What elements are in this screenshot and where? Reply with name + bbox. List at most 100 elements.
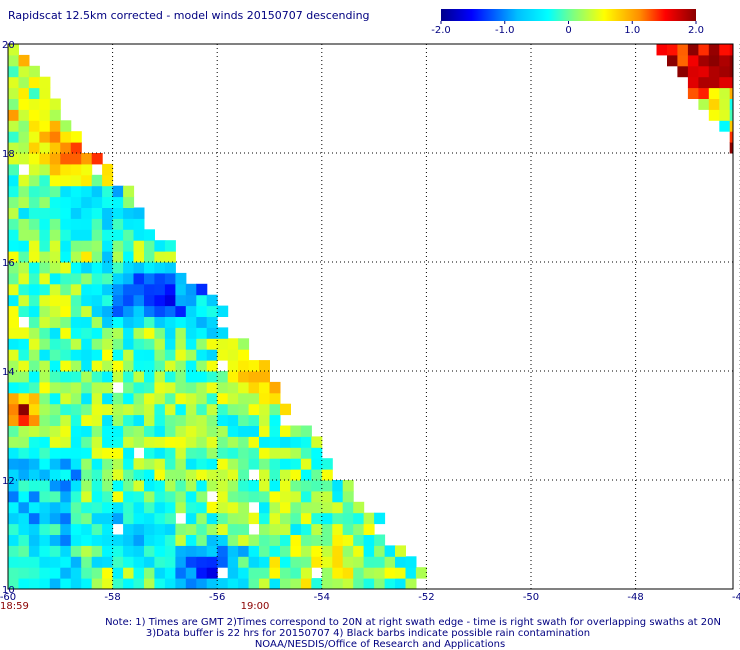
heatmap-cell <box>217 349 229 361</box>
heatmap-cell <box>300 534 312 546</box>
heatmap-cell <box>227 469 239 481</box>
heatmap-cell <box>353 556 365 568</box>
heatmap-cell <box>206 436 218 448</box>
heatmap-cell <box>144 425 155 437</box>
heatmap-cell <box>175 305 187 317</box>
heatmap-cell <box>300 501 312 514</box>
heatmap-cell <box>280 469 291 481</box>
heatmap-cell <box>18 490 30 503</box>
heatmap-cell <box>206 567 218 579</box>
heatmap-cell <box>196 447 208 459</box>
heatmap-cell <box>102 480 114 492</box>
heatmap-cell <box>123 436 135 448</box>
heatmap-cell <box>227 458 239 470</box>
heatmap-cell <box>39 272 51 285</box>
heatmap-cell <box>269 512 281 525</box>
heatmap-cell <box>28 523 40 535</box>
heatmap-cell <box>384 567 396 579</box>
heatmap-cell <box>698 44 710 56</box>
heatmap-cell <box>687 44 699 56</box>
heatmap-cell <box>154 458 166 470</box>
heatmap-cell <box>185 403 197 416</box>
x-tick-label: -46 <box>732 592 740 603</box>
heatmap-cell <box>154 360 166 372</box>
heatmap-cell <box>259 381 270 394</box>
heatmap-cell <box>39 578 51 589</box>
heatmap-cell <box>196 371 208 383</box>
heatmap-cell <box>60 142 72 154</box>
y-tick-label: 20 <box>2 40 15 51</box>
heatmap-cell <box>259 392 270 405</box>
heatmap-cell <box>729 120 733 132</box>
heatmap-cell <box>300 556 312 568</box>
heatmap-cell <box>290 523 302 535</box>
heatmap-cell <box>91 436 103 448</box>
heatmap-cell <box>102 381 114 394</box>
heatmap-cell <box>196 414 208 426</box>
heatmap-cell <box>49 436 61 448</box>
heatmap-cell <box>248 512 260 525</box>
heatmap-cell <box>70 381 82 394</box>
colorbar-tick-label: 2.0 <box>688 25 704 36</box>
heatmap-cell <box>60 272 72 285</box>
heatmap-cell <box>196 556 208 568</box>
heatmap-cell <box>102 523 114 535</box>
heatmap-cell <box>91 218 103 230</box>
heatmap-cell <box>8 556 19 568</box>
heatmap-cell <box>112 338 124 350</box>
heatmap-cell <box>217 305 229 317</box>
heatmap-cell <box>708 87 720 99</box>
heatmap-cell <box>154 338 166 350</box>
heatmap-cell <box>112 283 124 296</box>
heatmap-cell <box>123 240 135 252</box>
heatmap-cell <box>133 338 145 350</box>
heatmap-cell <box>70 578 82 589</box>
heatmap-cell <box>60 534 72 546</box>
heatmap-cell <box>196 425 208 437</box>
heatmap-cell <box>81 381 93 394</box>
heatmap-cell <box>18 283 30 296</box>
heatmap-cell <box>102 447 114 459</box>
heatmap-cell <box>8 501 19 514</box>
heatmap-cell <box>81 349 93 361</box>
heatmap-cell <box>112 447 124 459</box>
heatmap-cell <box>300 436 312 448</box>
heatmap-cell <box>144 490 155 503</box>
heatmap-cell <box>102 240 114 252</box>
heatmap-cell <box>164 436 176 448</box>
heatmap-cell <box>133 283 145 296</box>
heatmap-cell <box>112 218 124 230</box>
heatmap-cell <box>677 65 689 78</box>
heatmap-cell <box>49 403 61 416</box>
heatmap-cell <box>708 54 720 67</box>
heatmap-cell <box>8 142 19 154</box>
heatmap-cell <box>248 458 260 470</box>
x-tick-label: -52 <box>418 592 434 603</box>
heatmap-cell <box>227 381 239 394</box>
heatmap-cell <box>300 425 312 437</box>
heatmap-cell <box>144 349 155 361</box>
heatmap-cell <box>91 371 103 383</box>
heatmap-cell <box>60 567 72 579</box>
heatmap-cell <box>164 262 176 274</box>
heatmap-cell <box>60 196 72 208</box>
heatmap-cell <box>39 447 51 459</box>
heatmap-cell <box>28 87 40 99</box>
heatmap-cell <box>49 490 61 503</box>
heatmap-cell <box>123 381 135 394</box>
heatmap-cell <box>49 185 61 198</box>
heatmap-cell <box>206 381 218 394</box>
heatmap-cell <box>133 262 145 274</box>
heatmap-cell <box>363 556 375 568</box>
heatmap-cell <box>175 349 187 361</box>
heatmap-cell <box>18 153 30 165</box>
heatmap-cell <box>102 425 114 437</box>
heatmap-cell <box>719 98 731 110</box>
heatmap-cell <box>353 578 365 589</box>
heatmap-cell <box>259 523 270 535</box>
x-tick-label: -48 <box>627 592 643 603</box>
heatmap-cell <box>395 567 406 579</box>
heatmap-cell <box>18 174 30 187</box>
heatmap-cell <box>39 556 51 568</box>
heatmap-cell <box>70 229 82 241</box>
